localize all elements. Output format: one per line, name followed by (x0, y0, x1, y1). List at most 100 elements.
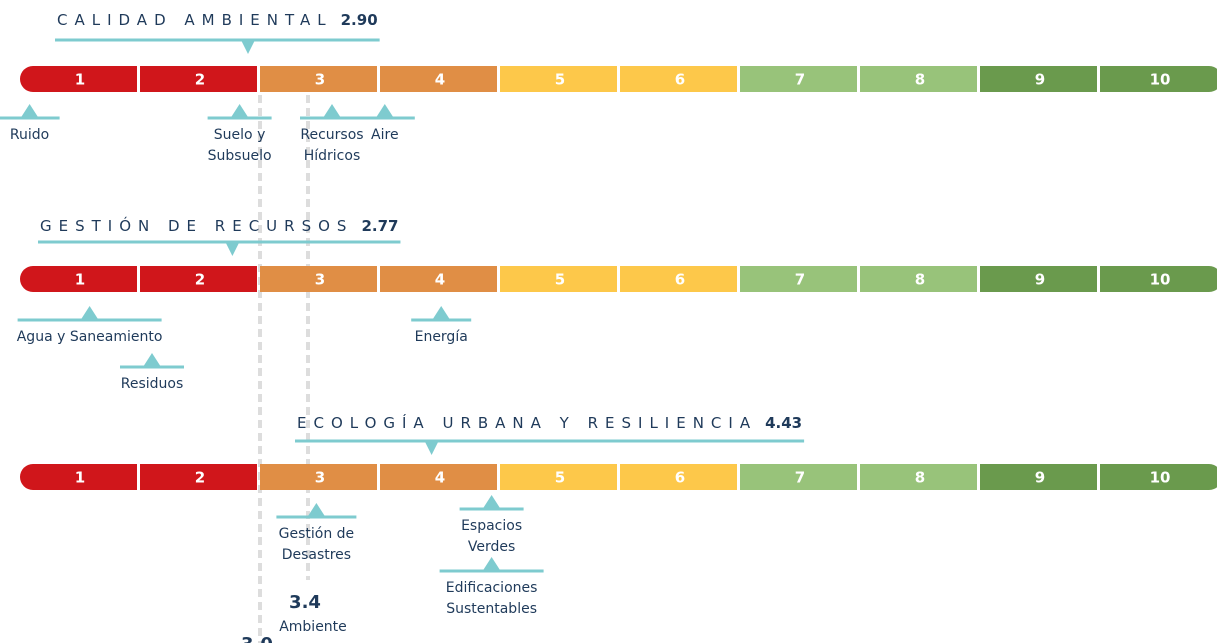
scale-segment (980, 464, 1097, 490)
scale-segment (260, 464, 377, 490)
segment-label: 8 (915, 469, 925, 487)
scale-bar (20, 266, 1217, 292)
row-title: CALIDAD AMBIENTAL 2.90 (57, 11, 378, 29)
indicator-label: Verdes (468, 539, 515, 555)
scale-segment (20, 66, 137, 92)
scale-segment (260, 266, 377, 292)
scale-segment (740, 66, 857, 92)
scale-segment (380, 66, 497, 92)
scale-segment (740, 464, 857, 490)
indicator-label: Aire (371, 127, 399, 143)
segment-label: 5 (555, 71, 565, 89)
scale-segment (20, 464, 137, 490)
row-title: ECOLOGÍA URBANA Y RESILIENCIA 4.43 (297, 413, 802, 432)
indicator-label: Recursos (300, 127, 363, 143)
segment-label: 7 (795, 271, 805, 289)
indicator-label: Ruido (10, 127, 49, 143)
scale-bar (20, 66, 1217, 92)
indicator-label: Suelo y (214, 127, 266, 143)
indicator-marker (20, 104, 39, 118)
reference-name: Ambiente (279, 619, 347, 635)
scale-segment (380, 464, 497, 490)
scale-segment (140, 464, 257, 490)
scale-segment (980, 266, 1097, 292)
scale-segment (1100, 266, 1217, 292)
indicator-label: Hídricos (304, 148, 361, 164)
segment-label: 7 (795, 71, 805, 89)
indicator-marker (143, 353, 161, 367)
reference-value: 3.4 (289, 592, 321, 613)
indicator-label: Subsuelo (208, 148, 272, 164)
scale-segment (500, 66, 617, 92)
row-score: 4.43 (765, 414, 802, 432)
indicator-marker (482, 557, 501, 571)
scale-bar (20, 464, 1217, 490)
scale-segment (620, 464, 737, 490)
reference-value: 3.0 (241, 634, 273, 643)
segment-label: 8 (915, 71, 925, 89)
segment-label: 9 (1035, 469, 1045, 487)
indicator-label: Residuos (121, 376, 184, 392)
scale-segment (620, 266, 737, 292)
segment-label: 5 (555, 271, 565, 289)
segment-label: 9 (1035, 71, 1045, 89)
segment-label: 2 (195, 71, 205, 89)
scale-segment (860, 266, 977, 292)
row-score: 2.77 (361, 217, 398, 235)
indicator-label: Sustentables (446, 601, 537, 617)
scale-segment (980, 66, 1097, 92)
segment-label: 1 (75, 71, 85, 89)
segment-label: 2 (195, 271, 205, 289)
scale-segment (20, 266, 137, 292)
indicator-label: Gestión de (279, 526, 355, 542)
row-title-text: ECOLOGÍA URBANA Y RESILIENCIA (297, 413, 757, 432)
segment-label: 4 (435, 71, 445, 89)
scale-segment (740, 266, 857, 292)
segment-label: 6 (675, 71, 685, 89)
segment-label: 10 (1150, 71, 1171, 89)
segment-label: 9 (1035, 271, 1045, 289)
indicator-label: Edificaciones (446, 580, 538, 596)
indicator-label: Energía (415, 329, 468, 345)
segment-label: 3 (315, 71, 325, 89)
scale-segment (140, 66, 257, 92)
segment-label: 2 (195, 469, 205, 487)
segment-label: 3 (315, 271, 325, 289)
indicator-marker (307, 503, 326, 517)
segment-label: 3 (315, 469, 325, 487)
scale-segment (1100, 66, 1217, 92)
indicator-label: Espacios (461, 518, 522, 534)
indicator-marker (432, 306, 451, 320)
segment-label: 4 (435, 469, 445, 487)
scale-segment (620, 66, 737, 92)
scale-segment (380, 266, 497, 292)
row-title-text: GESTIÓN DE RECURSOS (40, 216, 353, 235)
segment-label: 1 (75, 271, 85, 289)
segment-label: 4 (435, 271, 445, 289)
segment-label: 5 (555, 469, 565, 487)
segment-label: 1 (75, 469, 85, 487)
row-title: GESTIÓN DE RECURSOS 2.77 (40, 216, 398, 235)
segment-label: 7 (795, 469, 805, 487)
scale-segment (1100, 464, 1217, 490)
scale-segment (500, 464, 617, 490)
segment-label: 6 (675, 469, 685, 487)
scale-segment (860, 66, 977, 92)
row-title-text: CALIDAD AMBIENTAL (57, 11, 333, 29)
segment-label: 10 (1150, 271, 1171, 289)
scale-segment (140, 266, 257, 292)
indicator-marker (230, 104, 249, 118)
row-score: 2.90 (341, 11, 378, 29)
score-pointer (225, 242, 240, 256)
indicator-marker (323, 104, 341, 118)
segment-label: 10 (1150, 469, 1171, 487)
segment-label: 8 (915, 271, 925, 289)
scale-segment (500, 266, 617, 292)
scale-segment (860, 464, 977, 490)
indicator-label: Agua y Saneamiento (17, 329, 163, 345)
indicator-marker (80, 306, 99, 320)
score-pointer (424, 441, 439, 455)
indicator-label: Desastres (282, 547, 351, 563)
indicator-marker (375, 104, 394, 118)
